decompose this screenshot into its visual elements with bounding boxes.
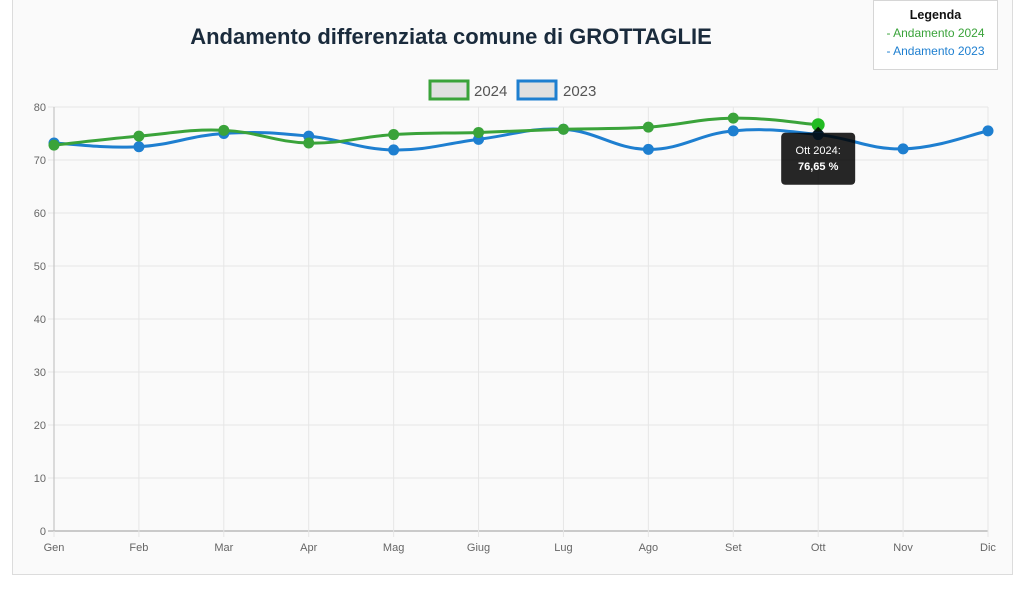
x-tick-label: Gen: [44, 542, 65, 554]
series-line-2024: [53, 116, 819, 147]
x-tick-label: Mar: [214, 542, 233, 554]
y-tick-label: 60: [34, 208, 46, 220]
tooltip-caret: [812, 126, 825, 133]
tooltip: Ott 2024: 76,65 %: [781, 126, 856, 185]
data-point-2024: [473, 126, 485, 138]
data-point-2023: [642, 143, 654, 155]
y-tick-label: 20: [34, 420, 46, 432]
x-tick-label: Nov: [893, 542, 913, 554]
data-point-2023: [982, 125, 994, 137]
x-tick-label: Giug: [467, 542, 490, 554]
x-tick-label: Ago: [639, 542, 659, 554]
x-tick-label: Lug: [554, 542, 572, 554]
y-tick-label: 30: [34, 367, 46, 379]
legend-box: Legenda - Andamento 2024 - Andamento 202…: [873, 0, 998, 70]
y-tick-label: 80: [34, 102, 46, 114]
chart-panel: [12, 0, 1013, 575]
data-point-2024: [303, 137, 315, 149]
legend-box-heading: Legenda: [909, 8, 962, 22]
tooltip-line-1: Ott 2024:: [796, 145, 841, 157]
data-point-2024: [557, 123, 569, 135]
legend-box-item-2023: - Andamento 2023: [886, 44, 985, 58]
y-tick-label: 10: [34, 473, 46, 485]
data-point-2024: [811, 118, 825, 132]
legend-label-2023: 2023: [563, 83, 596, 100]
y-tick-label: 50: [34, 261, 46, 273]
y-tick-label: 70: [34, 155, 46, 167]
x-tick-label: Set: [725, 542, 742, 554]
data-point-2024: [727, 112, 739, 124]
chart-title: Andamento differenziata comune di GROTTA…: [190, 24, 712, 49]
legend-label-2024: 2024: [474, 83, 507, 100]
data-point-2024: [48, 139, 60, 151]
legend-swatch-2024: [428, 79, 470, 101]
tooltip-line-2: 76,65 %: [798, 161, 839, 173]
x-tick-label: Apr: [300, 542, 317, 554]
y-tick-label: 40: [34, 314, 46, 326]
data-point-2024: [388, 129, 400, 141]
data-point-2023: [133, 141, 145, 153]
data-point-2023: [727, 125, 739, 137]
legend-box-item-2024: - Andamento 2024: [886, 26, 985, 40]
y-tick-label: 0: [40, 526, 46, 538]
x-tick-label: Dic: [980, 542, 996, 554]
tooltip-box: [781, 132, 856, 185]
x-tick-label: Mag: [383, 542, 404, 554]
data-point-2024: [133, 130, 145, 142]
x-tick-label: Feb: [129, 542, 148, 554]
data-point-2023: [388, 144, 400, 156]
data-point-2024: [642, 121, 654, 133]
x-tick-label: Ott: [811, 542, 826, 554]
data-point-2024: [218, 124, 230, 136]
data-point-2023: [897, 143, 909, 155]
legend-swatch-2023: [516, 79, 558, 101]
